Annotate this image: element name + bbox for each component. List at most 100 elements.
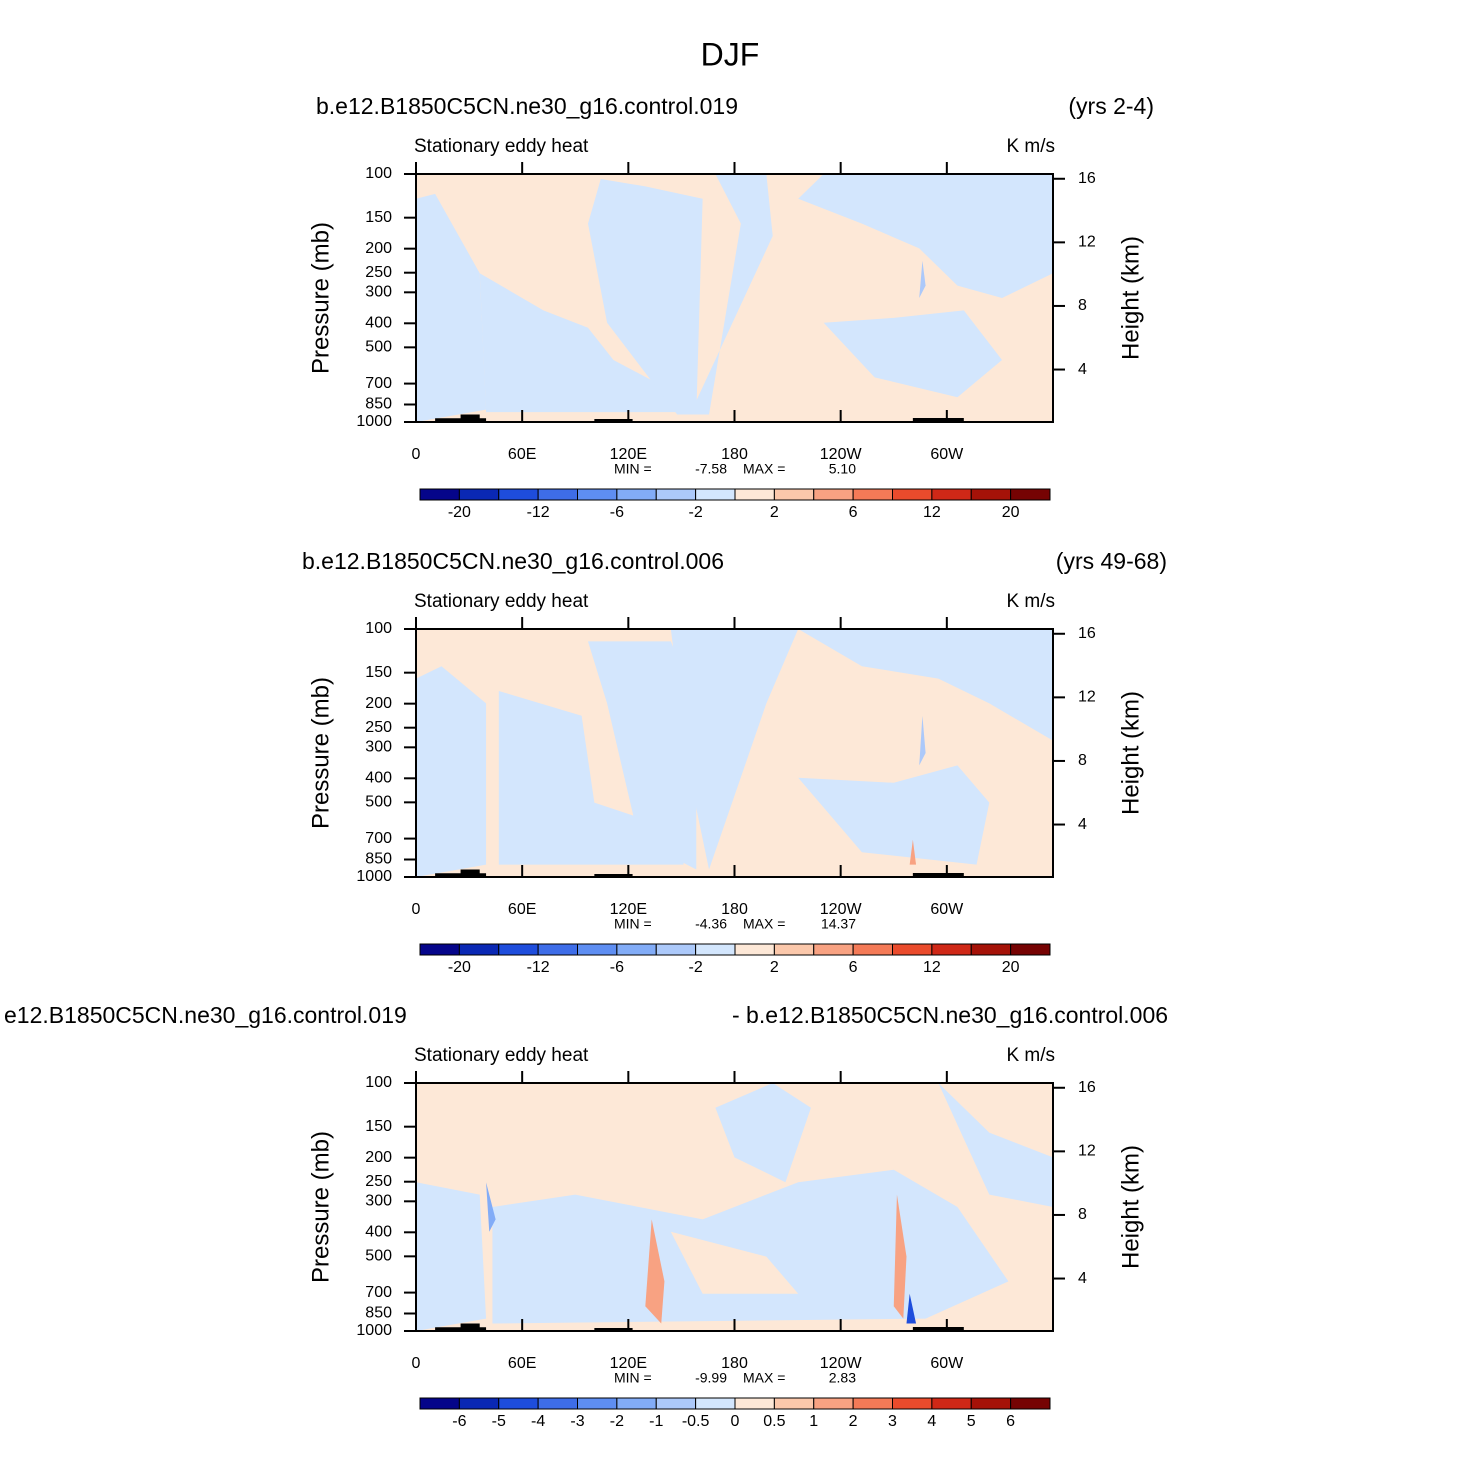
colorbar-box [813,1397,854,1410]
field-region [416,193,487,422]
x-tick-label: 180 [721,901,748,918]
y-tick-label: 400 [365,1224,392,1241]
max-text: MAX = [743,1370,785,1386]
min-text: MIN = [614,916,652,932]
field-region [823,310,1003,398]
y2-tick-label: 8 [1078,297,1087,314]
colorbar-box [970,943,1012,956]
y-tick-label: 250 [365,719,392,736]
field-region [416,666,487,877]
y2-tick-label: 16 [1078,625,1096,642]
colorbar-label: -6 [452,1413,466,1430]
y-tick-label: 400 [365,770,392,787]
x-tick-label: 180 [721,446,748,463]
colorbar-box [458,488,500,501]
contour-field [416,629,1053,877]
y2-tick-label: 12 [1078,234,1096,251]
min-value: -4.36 [695,916,727,932]
colorbar-box [655,488,697,501]
y2-tick-label: 8 [1078,752,1087,769]
colorbar-label: -1 [649,1413,663,1430]
colorbar-box [892,488,933,501]
y2-axis-label: Height (km) [1117,691,1144,815]
x-tick-label: 120E [610,901,647,918]
field-region [587,178,703,415]
colorbar-box [734,488,775,501]
contour-field [416,174,1053,422]
max-value: 14.37 [821,916,856,932]
min-value: -9.99 [695,1370,727,1386]
colorbar-box [577,1397,618,1410]
x-tick-label: 120E [610,446,647,463]
topography [912,873,964,877]
max-text: MAX = [743,461,785,477]
panel-title-right: (yrs 2-4) [1068,93,1154,119]
y-tick-label: 250 [365,1173,392,1190]
panel-title: b.e12.B1850C5CN.ne30_g16.control.006 [302,548,724,574]
colorbar-label: 20 [1002,959,1020,976]
colorbar-box [419,488,460,501]
colorbar-box [577,943,618,956]
min-value: -7.58 [695,461,727,477]
x-tick-label: 60W [930,446,964,463]
field-region [645,1219,665,1324]
colorbar-box [931,1397,972,1410]
colorbar-label: 12 [923,959,941,976]
x-tick-label: 120W [820,446,863,463]
colorbar-label: -20 [448,504,471,521]
colorbar-box [655,943,697,956]
contour-field [416,1083,1053,1331]
colorbar-label: -6 [610,504,624,521]
x-tick-label: 60E [508,901,536,918]
field-region [492,1169,1009,1324]
y-tick-label: 700 [365,830,392,847]
colorbar-box [813,943,854,956]
subtitle: Stationary eddy heat [414,136,589,157]
colorbar-box [734,943,775,956]
topography [435,869,487,877]
colorbar-box [1010,1397,1051,1410]
x-tick-label: 120W [820,1355,863,1372]
colorbar-box [695,1397,736,1410]
y-tick-label: 200 [365,1149,392,1166]
x-tick-label: 60E [508,1355,536,1372]
colorbar-label: 0.5 [763,1413,785,1430]
y2-tick-label: 12 [1078,1143,1096,1160]
colorbar-box [970,1397,1012,1410]
y-tick-label: 150 [365,1118,392,1135]
y-tick-label: 150 [365,664,392,681]
field-region [798,765,990,865]
field-region [893,1194,907,1319]
field-region [919,260,926,298]
y-tick-label: 200 [365,695,392,712]
colorbar-box [852,943,893,956]
colorbar-label: -4 [531,1413,545,1430]
y2-tick-label: 16 [1078,1079,1096,1096]
field-region [798,629,1053,741]
colorbar-label: 2 [849,1413,858,1430]
field-region [909,839,917,865]
colorbar-label: 1 [809,1413,818,1430]
colorbar-box [813,488,854,501]
colorbar-label: 3 [888,1413,897,1430]
y2-tick-label: 8 [1078,1206,1087,1223]
colorbar-box [577,488,618,501]
y-tick-label: 100 [365,1074,392,1091]
colorbar-label: 6 [849,504,858,521]
y2-axis-label: Height (km) [1117,1145,1144,1269]
colorbar-box [931,488,972,501]
subtitle: Stationary eddy heat [414,591,589,612]
y-tick-label: 850 [365,1305,392,1322]
x-tick-label: 180 [721,1355,748,1372]
colorbar-box [852,488,893,501]
colorbar-box [498,488,539,501]
field-region [798,174,1053,298]
colorbar-label: -20 [448,959,471,976]
colorbar-box [892,943,933,956]
x-tick-label: 120W [820,901,863,918]
field-region [416,1182,487,1331]
colorbar-label: -2 [610,1413,624,1430]
y2-tick-label: 12 [1078,689,1096,706]
topography [594,419,633,422]
